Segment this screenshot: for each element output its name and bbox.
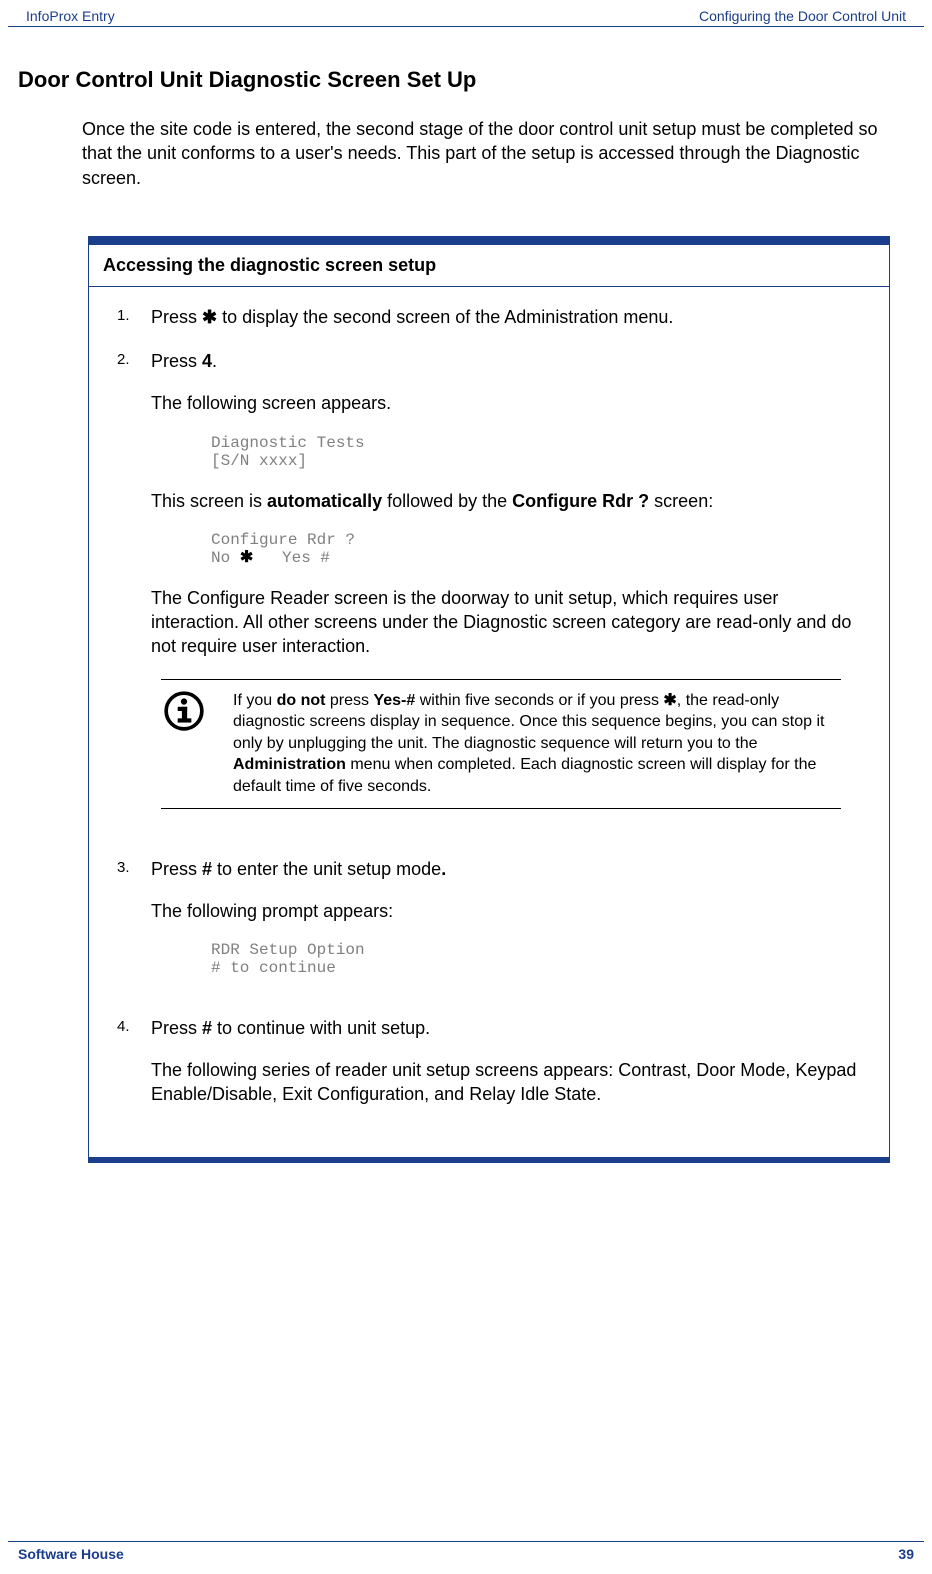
task-box-bottom-rule <box>89 1157 889 1162</box>
code-block: RDR Setup Option # to continue <box>211 941 871 978</box>
page-title: Door Control Unit Diagnostic Screen Set … <box>18 67 914 93</box>
code-block: Diagnostic Tests [S/N xxxx] <box>211 434 871 471</box>
step-number: 2. <box>107 349 151 836</box>
info-text: If you do not press Yes-# within five se… <box>233 690 841 798</box>
step-text: The following screen appears. <box>151 391 871 415</box>
step-body: Press # to continue with unit setup. The… <box>151 1016 871 1107</box>
step-text: This screen is automatically followed by… <box>151 489 871 513</box>
info-callout: If you do not press Yes-# within five se… <box>161 679 841 809</box>
step-3: 3. Press # to enter the unit setup mode.… <box>107 857 871 996</box>
intro-paragraph: Once the site code is entered, the secon… <box>82 117 884 190</box>
star-icon: ✱ <box>202 307 217 327</box>
info-icon <box>161 690 233 798</box>
star-icon: ✱ <box>240 549 253 566</box>
step-text: The following series of reader unit setu… <box>151 1058 871 1107</box>
step-4: 4. Press # to continue with unit setup. … <box>107 1016 871 1107</box>
header-left: InfoProx Entry <box>26 8 115 24</box>
step-1: 1. Press ✱ to display the second screen … <box>107 305 871 329</box>
step-text: The following prompt appears: <box>151 899 871 923</box>
page-footer: Software House 39 <box>8 1541 924 1568</box>
task-body: 1. Press ✱ to display the second screen … <box>89 287 889 1157</box>
header-right: Configuring the Door Control Unit <box>699 8 906 24</box>
step-body: Press 4. The following screen appears. D… <box>151 349 871 836</box>
step-body: Press ✱ to display the second screen of … <box>151 305 871 329</box>
step-number: 4. <box>107 1016 151 1107</box>
step-text: Press ✱ to display the second screen of … <box>151 305 871 329</box>
steps-list: 1. Press ✱ to display the second screen … <box>107 305 871 1107</box>
footer-left: Software House <box>18 1546 124 1562</box>
task-box-top-rule <box>89 237 889 245</box>
star-icon: ✱ <box>663 692 676 709</box>
step-text: The Configure Reader screen is the doorw… <box>151 586 871 659</box>
step-number: 1. <box>107 305 151 329</box>
step-number: 3. <box>107 857 151 996</box>
footer-page-number: 39 <box>898 1546 914 1562</box>
step-text: Press 4. <box>151 349 871 373</box>
step-text: Press # to continue with unit setup. <box>151 1016 871 1040</box>
code-block: Configure Rdr ? No ✱ Yes # <box>211 531 871 568</box>
page-content: Door Control Unit Diagnostic Screen Set … <box>0 27 932 1163</box>
step-body: Press # to enter the unit setup mode. Th… <box>151 857 871 996</box>
step-text: Press # to enter the unit setup mode. <box>151 857 871 881</box>
task-title: Accessing the diagnostic screen setup <box>89 245 889 287</box>
page-header: InfoProx Entry Configuring the Door Cont… <box>8 0 924 27</box>
task-box: Accessing the diagnostic screen setup 1.… <box>88 236 890 1163</box>
step-2: 2. Press 4. The following screen appears… <box>107 349 871 836</box>
